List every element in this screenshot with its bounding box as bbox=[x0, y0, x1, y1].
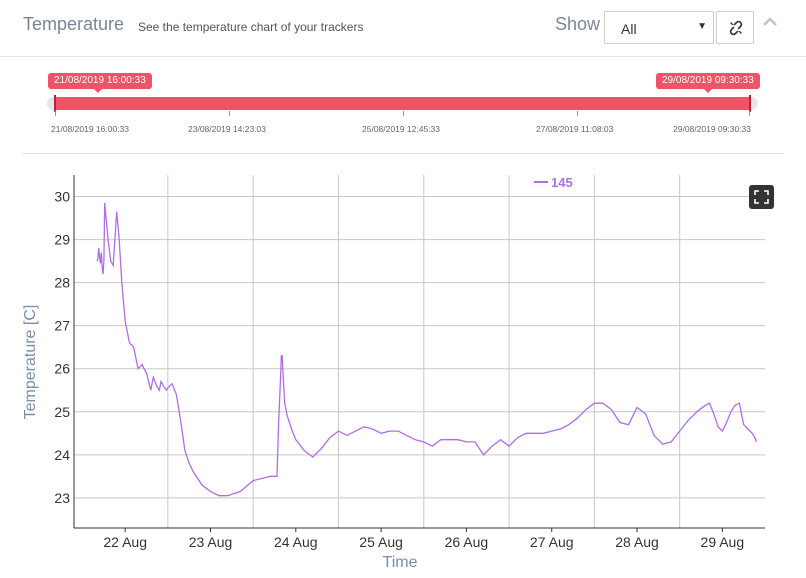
unlink-button[interactable] bbox=[716, 11, 754, 44]
y-tick-label: 26 bbox=[54, 361, 70, 377]
x-tick-label: 26 Aug bbox=[445, 534, 489, 550]
range-start-handle[interactable] bbox=[54, 95, 56, 112]
range-tick bbox=[749, 111, 750, 116]
tracker-select[interactable]: All ▼ bbox=[604, 11, 714, 44]
range-end-handle[interactable] bbox=[749, 95, 751, 112]
range-selected-fill bbox=[55, 97, 749, 110]
x-tick-label: 25 Aug bbox=[359, 534, 403, 550]
range-tick-label: 29/08/2019 09:30:33 bbox=[673, 124, 751, 134]
y-tick-label: 25 bbox=[54, 404, 70, 420]
fullscreen-button[interactable] bbox=[749, 185, 774, 209]
y-tick-label: 23 bbox=[54, 490, 70, 506]
series-line-145 bbox=[96, 202, 758, 497]
panel-header: Temperature See the temperature chart of… bbox=[0, 0, 806, 57]
x-tick-label: 29 Aug bbox=[701, 534, 745, 550]
y-tick-label: 28 bbox=[54, 275, 70, 291]
y-tick-label: 29 bbox=[54, 232, 70, 248]
x-tick-label: 23 Aug bbox=[189, 534, 233, 550]
y-tick-label: 24 bbox=[54, 447, 70, 463]
tracker-select-value: All bbox=[621, 21, 637, 37]
x-tick-label: 22 Aug bbox=[103, 534, 147, 550]
x-tick-label: 28 Aug bbox=[615, 534, 659, 550]
range-tick bbox=[403, 111, 404, 116]
y-tick-label: 30 bbox=[54, 189, 70, 205]
range-tick bbox=[577, 111, 578, 116]
show-label: Show bbox=[555, 14, 601, 34]
legend-label-145[interactable]: 145 bbox=[551, 175, 573, 190]
range-tick-label: 23/08/2019 14:23:03 bbox=[188, 124, 266, 134]
range-tick bbox=[229, 111, 230, 116]
y-tick-label: 27 bbox=[54, 318, 70, 334]
range-tick-label: 27/08/2019 11:08:03 bbox=[536, 124, 614, 134]
x-tick-label: 27 Aug bbox=[530, 534, 574, 550]
chevron-up-icon[interactable] bbox=[762, 16, 778, 28]
range-start-badge: 21/08/2019 16:00:33 bbox=[48, 73, 152, 93]
range-end-badge: 29/08/2019 09:30:33 bbox=[656, 73, 760, 93]
range-tick-label: 25/08/2019 12:45:33 bbox=[362, 124, 440, 134]
fullscreen-icon bbox=[754, 190, 769, 204]
panel-title: Temperature bbox=[23, 14, 125, 34]
range-tick bbox=[55, 111, 56, 116]
y-axis-title: Temperature [C] bbox=[22, 305, 39, 420]
x-tick-label: 24 Aug bbox=[274, 534, 318, 550]
time-range-slider: 21/08/2019 16:00:33 29/08/2019 09:30:33 … bbox=[22, 57, 784, 154]
chevron-down-icon: ▼ bbox=[697, 21, 707, 32]
range-tick-label: 21/08/2019 16:00:33 bbox=[51, 124, 129, 134]
x-axis-title: Time bbox=[383, 554, 418, 571]
unlink-icon bbox=[729, 20, 743, 36]
panel-subtitle: See the temperature chart of your tracke… bbox=[138, 20, 364, 34]
